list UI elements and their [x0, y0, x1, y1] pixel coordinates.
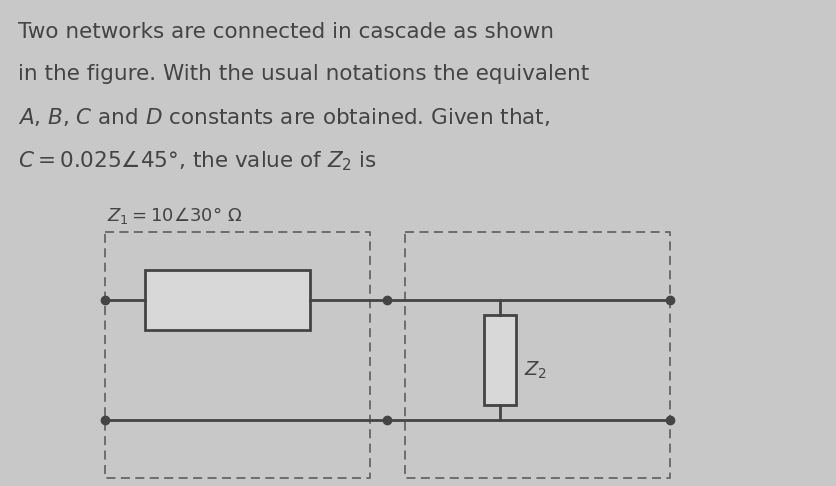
Text: $Z_1 = 10\angle 30°\ \Omega$: $Z_1 = 10\angle 30°\ \Omega$	[107, 205, 242, 226]
Text: $Z_2$: $Z_2$	[523, 359, 547, 381]
Polygon shape	[483, 315, 515, 405]
Text: $C = 0.025\angle 45°$, the value of $Z_2$ is: $C = 0.025\angle 45°$, the value of $Z_2…	[18, 148, 377, 173]
Polygon shape	[145, 270, 309, 330]
Text: $A$, $B$, $C$ and $D$ constants are obtained. Given that,: $A$, $B$, $C$ and $D$ constants are obta…	[18, 106, 549, 128]
Text: Two networks are connected in cascade as shown: Two networks are connected in cascade as…	[18, 22, 553, 42]
Text: in the figure. With the usual notations the equivalent: in the figure. With the usual notations …	[18, 64, 589, 84]
